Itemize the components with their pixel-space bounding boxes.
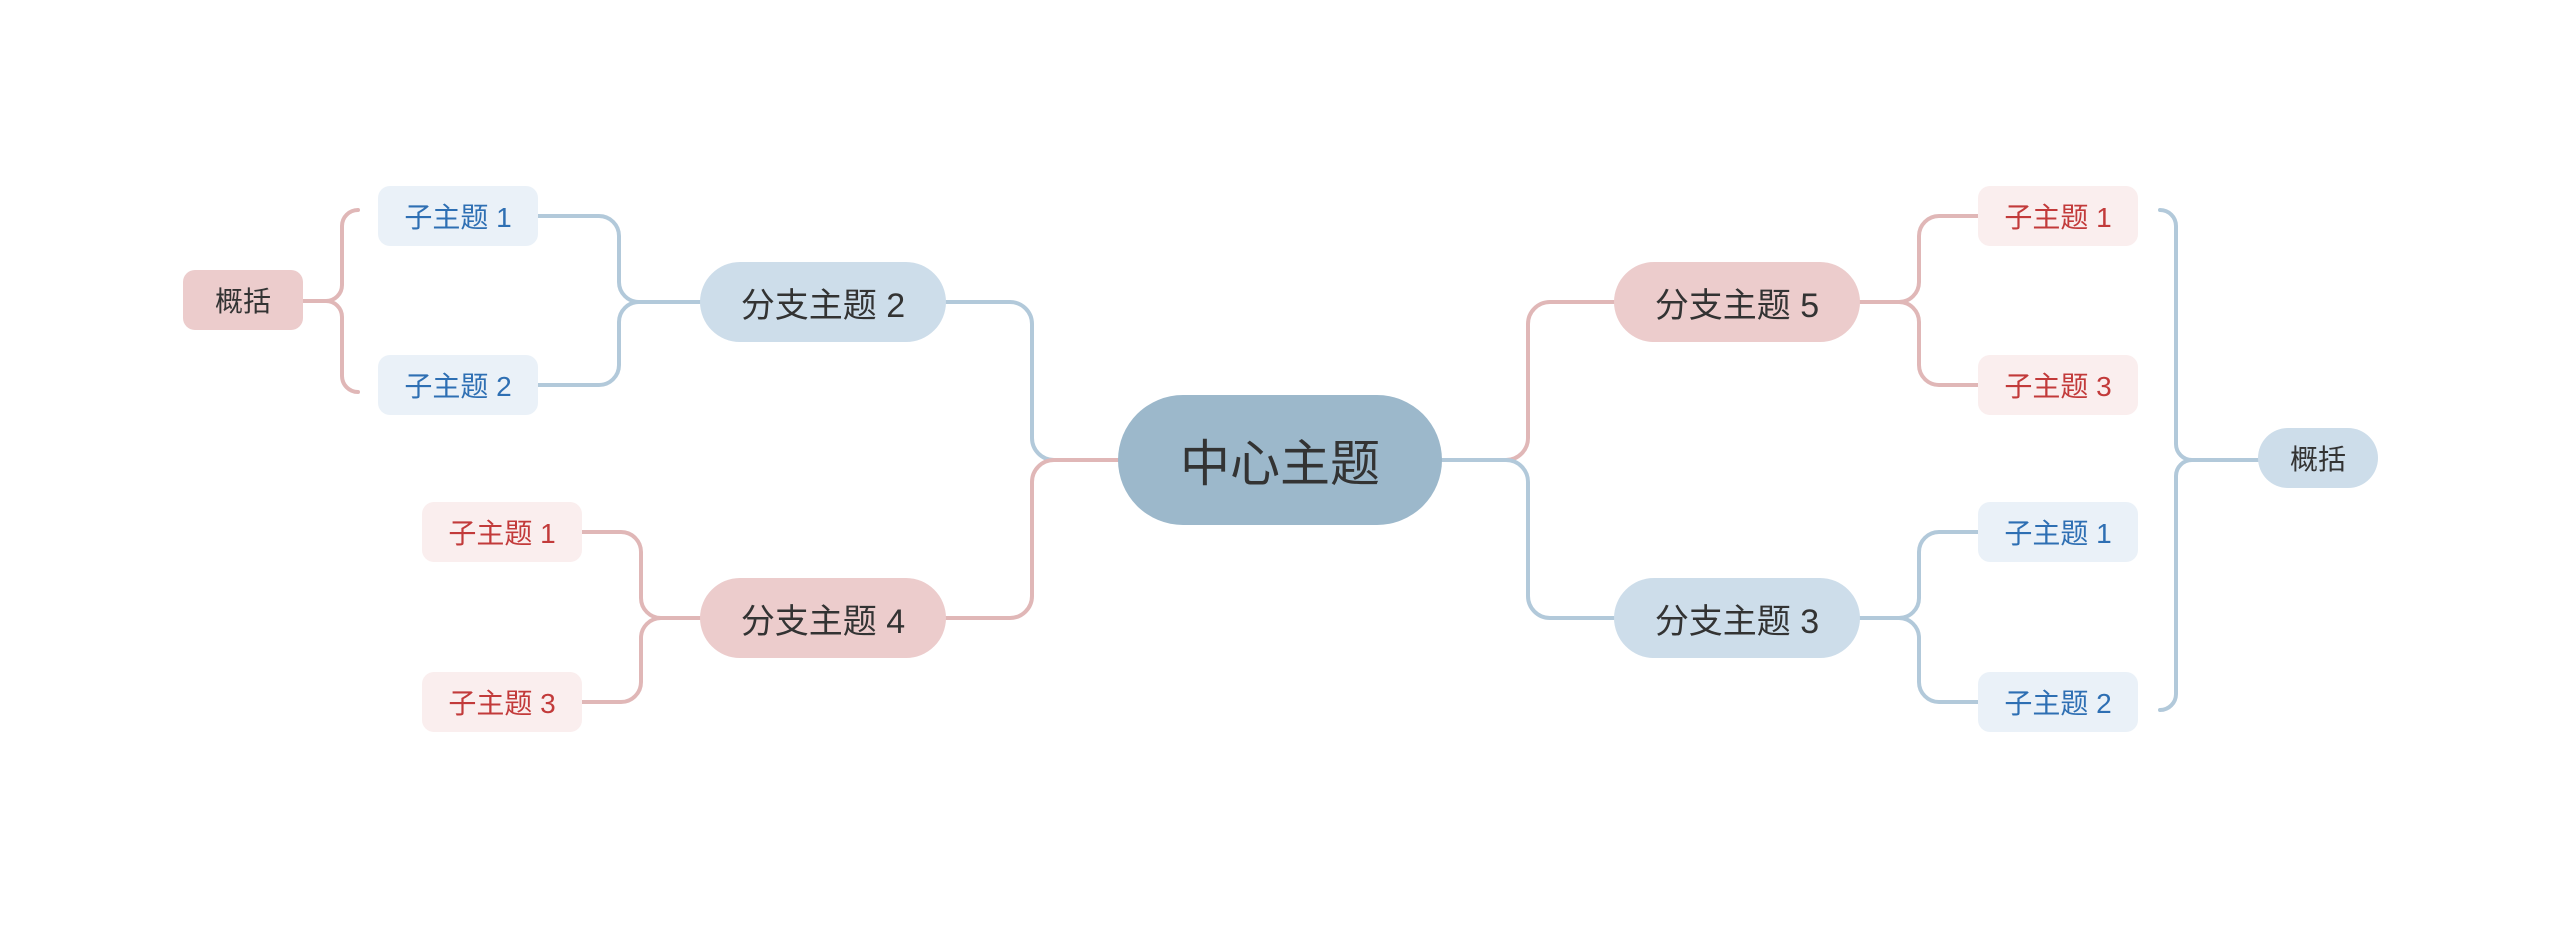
sub-b4-1[interactable]: 子主题 3 [422, 672, 582, 732]
branch-b4[interactable]: 分支主题 4 [700, 578, 946, 658]
summary-right[interactable]: 概括 [2258, 428, 2378, 488]
sub-b3-1[interactable]: 子主题 2 [1978, 672, 2138, 732]
branch-b3[interactable]: 分支主题 3 [1614, 578, 1860, 658]
sub-b5-1[interactable]: 子主题 3 [1978, 355, 2138, 415]
sub-b5-0[interactable]: 子主题 1 [1978, 186, 2138, 246]
branch-b5[interactable]: 分支主题 5 [1614, 262, 1860, 342]
sub-b2-1[interactable]: 子主题 2 [378, 355, 538, 415]
center-topic[interactable]: 中心主题 [1118, 395, 1442, 525]
sub-b4-0[interactable]: 子主题 1 [422, 502, 582, 562]
sub-b3-0[interactable]: 子主题 1 [1978, 502, 2138, 562]
summary-b2[interactable]: 概括 [183, 270, 303, 330]
sub-b2-0[interactable]: 子主题 1 [378, 186, 538, 246]
branch-b2[interactable]: 分支主题 2 [700, 262, 946, 342]
